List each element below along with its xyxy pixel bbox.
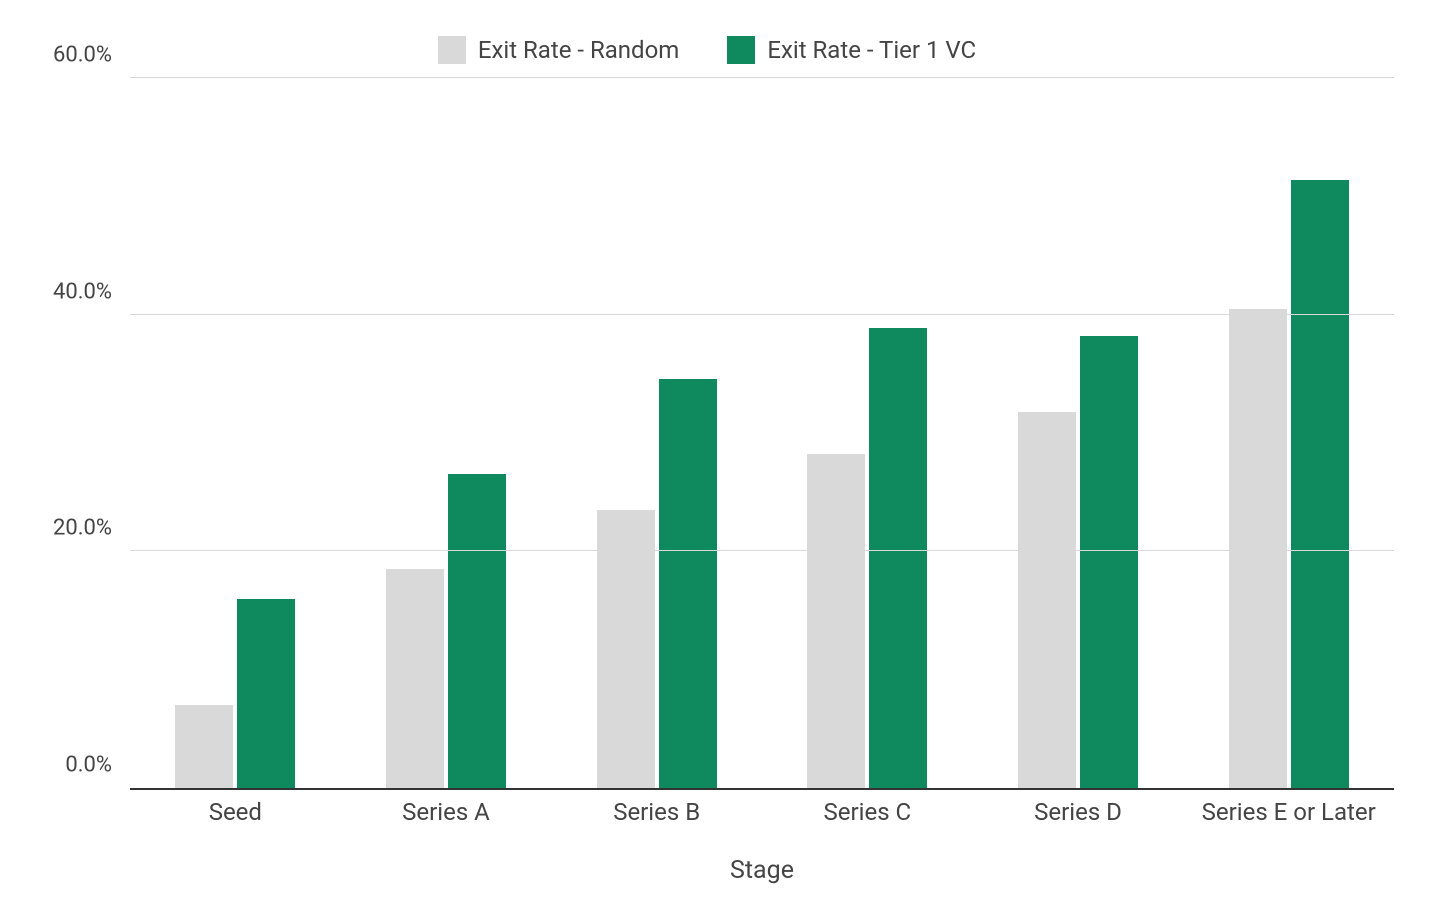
x-tick-label: Series A [341, 798, 552, 826]
gridline [130, 314, 1394, 315]
legend-label: Exit Rate - Random [478, 36, 680, 64]
legend-label: Exit Rate - Tier 1 VC [767, 36, 976, 64]
plot-row: 0.0%20.0%40.0%60.0% [20, 80, 1394, 790]
bar [448, 474, 506, 788]
gridline [130, 550, 1394, 551]
chart-container: Exit Rate - RandomExit Rate - Tier 1 VC … [0, 0, 1434, 902]
bar [237, 599, 295, 788]
bar-group [973, 80, 1184, 788]
bars-layer [130, 80, 1394, 788]
x-axis-title: Stage [130, 856, 1394, 885]
bar [386, 569, 444, 788]
x-tick-label: Seed [130, 798, 341, 826]
chart-legend: Exit Rate - Random Exit Rate - Tier 1 VC [20, 20, 1394, 80]
x-tick-label: Series C [762, 798, 973, 826]
legend-swatch [438, 36, 466, 64]
bar-group [130, 80, 341, 788]
bar-group [762, 80, 973, 788]
x-tick-label: Series E or Later [1183, 798, 1394, 826]
legend-item: Exit Rate - Tier 1 VC [727, 36, 976, 64]
x-tick-label: Series D [973, 798, 1184, 826]
gridline [130, 77, 1394, 78]
bar [597, 510, 655, 788]
bar-group [551, 80, 762, 788]
y-axis: 0.0%20.0%40.0%60.0% [20, 80, 130, 790]
y-tick-label: 60.0% [53, 43, 112, 68]
bar [175, 705, 233, 788]
plot-area [130, 80, 1394, 790]
y-tick-label: 40.0% [53, 279, 112, 304]
bar [1018, 412, 1076, 788]
bar [869, 328, 927, 788]
bar-group [1183, 80, 1394, 788]
bar [1291, 180, 1349, 788]
legend-item: Exit Rate - Random [438, 36, 680, 64]
y-tick-label: 0.0% [65, 753, 112, 778]
bar [807, 454, 865, 788]
bar [659, 379, 717, 788]
bar [1229, 309, 1287, 788]
bar-group [341, 80, 552, 788]
x-tick-label: Series B [551, 798, 762, 826]
bar [1080, 336, 1138, 788]
y-tick-label: 20.0% [53, 516, 112, 541]
legend-swatch [727, 36, 755, 64]
x-axis: SeedSeries ASeries BSeries CSeries DSeri… [130, 790, 1394, 832]
